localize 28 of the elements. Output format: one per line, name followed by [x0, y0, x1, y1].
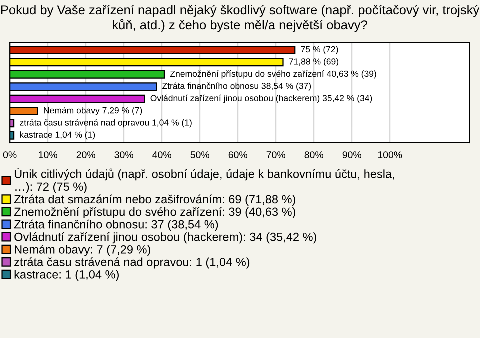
- data-label: 75 % (72): [301, 46, 338, 54]
- x-tick-label: 30%: [114, 152, 134, 158]
- legend-label: kastrace: 1 (1,04 %): [14, 270, 119, 282]
- data-label: Nemám obavy 7,29 % (7): [44, 107, 142, 116]
- legend-label: Únik citlivých údajů (např. osobní údaje, údaje k bankovnímu účtu, hesla, …): 72 (75 %): [14, 168, 394, 194]
- x-tick-label: 0%: [3, 152, 17, 158]
- data-label: ztráta času strávená nad opravou 1,04 % (1): [20, 119, 192, 128]
- legend-label: Ztráta dat smazáním nebo zašifrováním: 69 (71,88 %): [14, 194, 296, 206]
- legend-label: Ztráta finančního obnosu: 37 (38,54 %): [14, 220, 218, 232]
- legend-label: Znemožnění přístupu do svého zařízení: 39 (40,63 %): [14, 207, 296, 219]
- x-tick-label: 10%: [39, 152, 58, 158]
- x-tick-label: 100%: [378, 152, 402, 158]
- chart-title: Pokud by Vaše zařízení napadl nějaký škodlivý software (např. počítačový vir, trojský kůň, atd.) z čeho byste měl/a největší obavy?: [1, 5, 480, 32]
- x-tick-label: 40%: [152, 152, 172, 158]
- data-label: kastrace 1,04 % (1): [20, 132, 96, 140]
- legend-label: ztráta času strávená nad opravou: 1 (1,04 %): [14, 258, 250, 269]
- data-label: 71,88 % (69): [289, 58, 339, 67]
- x-tick-label: 90%: [342, 152, 362, 158]
- legend-label: Nemám obavy: 7 (7,29 %): [15, 245, 150, 256]
- x-tick-label: 60%: [228, 152, 248, 158]
- x-tick-label: 70%: [266, 152, 286, 158]
- x-tick-label: 80%: [304, 152, 324, 158]
- data-label: Ztráta finančního obnosu 38,54 % (37): [162, 82, 312, 91]
- data-label: Ovládnutí zařízení jinou osobou (hackerem) 35,42 % (34): [150, 94, 372, 104]
- x-tick-label: 50%: [190, 152, 210, 158]
- data-label: Znemožnění přístupu do svého zařízení 40,63 % (39): [170, 70, 376, 79]
- x-tick-label: 20%: [76, 152, 96, 158]
- legend-label: Ovládnutí zařízení jinou osobou (hackerem): 34 (35,42 %): [14, 232, 317, 244]
